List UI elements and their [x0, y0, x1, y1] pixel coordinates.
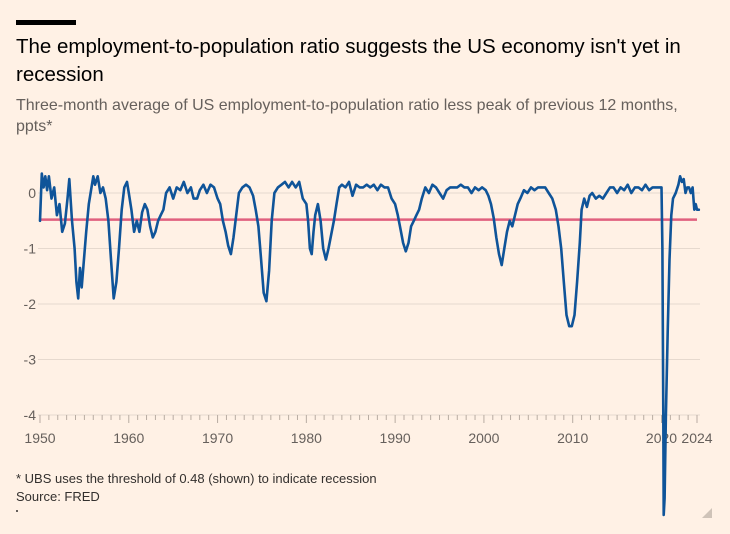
x-tick-label: 2020: [646, 430, 677, 446]
y-tick-label: -3: [24, 352, 37, 368]
y-tick-label: -1: [24, 241, 37, 257]
decorative-dot: [16, 510, 18, 512]
source-note: Source: FRED: [16, 489, 100, 504]
brand-bar: [16, 20, 76, 25]
series-line: [38, 172, 701, 517]
resize-handle-icon[interactable]: [702, 508, 712, 518]
y-axis: 0 -1 -2 -3 -4: [24, 185, 37, 423]
x-tick-label: 2024: [681, 430, 712, 446]
x-tick-label: 1960: [113, 430, 144, 446]
x-tick-label: 1990: [380, 430, 411, 446]
y-tick-label: 0: [28, 185, 36, 201]
x-tick-label: 2010: [557, 430, 588, 446]
x-tick-label: 1980: [291, 430, 322, 446]
x-tick-label: 1970: [202, 430, 233, 446]
x-tick-label: 2000: [468, 430, 499, 446]
y-tick-label: -4: [24, 407, 37, 423]
x-tick-label: 1950: [24, 430, 55, 446]
chart-title: The employment-to-population ratio sugge…: [16, 35, 681, 86]
footnote: * UBS uses the threshold of 0.48 (shown)…: [16, 471, 377, 486]
x-axis: 1950 1960 1970 1980 1990 2000 2010 2020 2024: [24, 415, 713, 446]
y-tick-label: -2: [24, 296, 37, 312]
chart-subtitle: Three-month average of US employment-to-…: [16, 97, 678, 135]
series: [38, 172, 701, 517]
